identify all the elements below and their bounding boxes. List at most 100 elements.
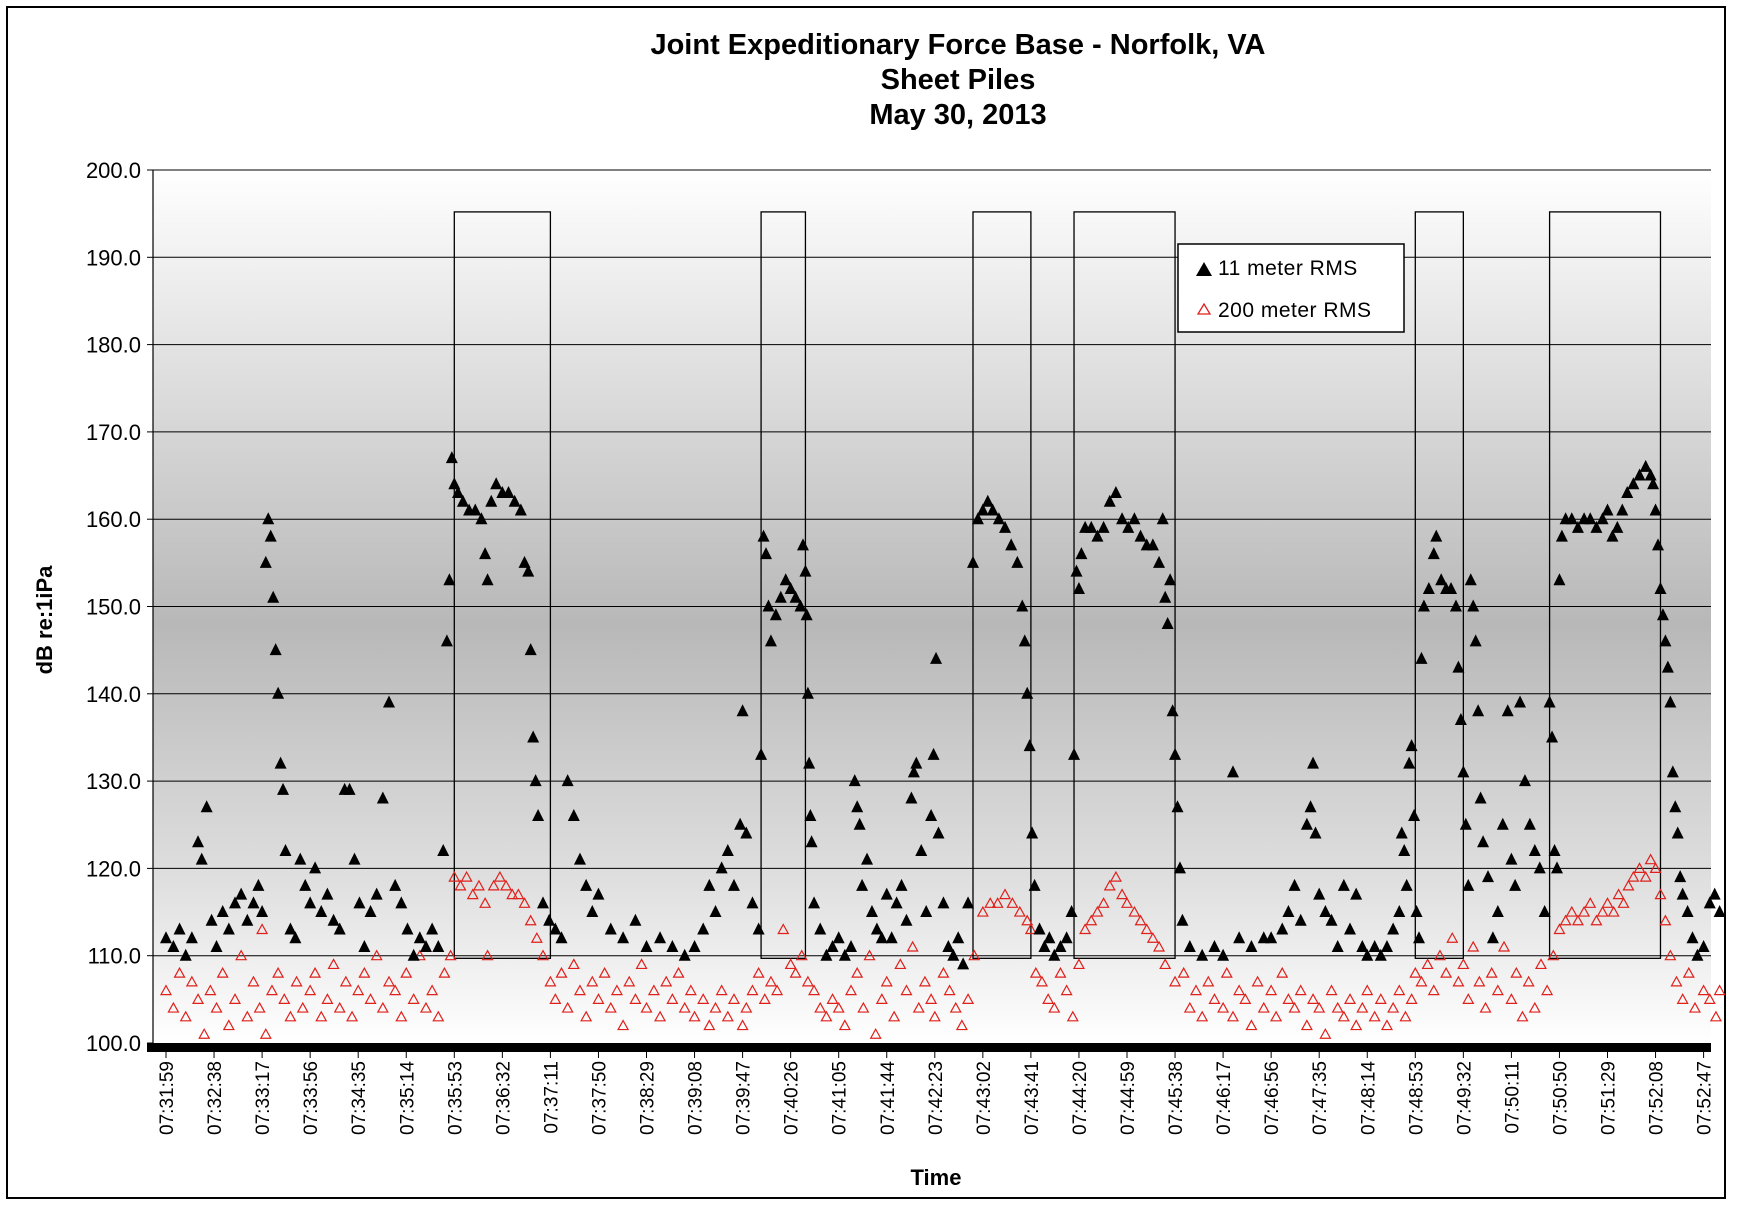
data-point-200m — [536, 949, 550, 961]
data-point-11m — [586, 905, 599, 918]
data-point-11m — [451, 486, 464, 499]
data-point-11m — [529, 774, 542, 787]
y-tick-label: 170.0 — [86, 420, 141, 445]
x-tick-label: 07:35:53 — [445, 1061, 466, 1135]
data-point-200m — [1208, 993, 1221, 1004]
data-point-11m — [269, 643, 282, 656]
data-point-200m — [1146, 932, 1159, 943]
data-point-11m — [1666, 765, 1679, 778]
data-point-200m — [1343, 993, 1357, 1004]
data-point-11m — [845, 939, 858, 952]
data-point-11m — [1122, 520, 1135, 533]
data-point-200m — [654, 1010, 667, 1022]
chart-frame: Joint Expeditionary Force Base - Norfolk… — [6, 6, 1726, 1199]
data-point-11m — [1109, 486, 1122, 499]
data-point-11m — [173, 922, 186, 935]
data-point-200m — [1380, 1019, 1393, 1031]
data-point-200m — [518, 897, 531, 908]
data-point-11m — [1430, 529, 1443, 542]
data-point-11m — [1686, 931, 1699, 944]
data-point-11m — [1454, 712, 1467, 725]
data-point-200m — [610, 984, 623, 996]
data-point-200m — [598, 966, 611, 978]
x-tick-label: 07:41:44 — [878, 1061, 899, 1135]
data-point-11m — [703, 878, 716, 891]
data-point-200m — [309, 966, 322, 978]
data-point-11m — [1546, 730, 1559, 743]
data-point-11m — [1565, 512, 1578, 525]
data-point-200m — [1233, 984, 1246, 996]
data-point-200m — [1356, 1001, 1369, 1013]
x-tick-label: 07:41:05 — [830, 1061, 851, 1135]
data-point-11m — [475, 512, 488, 525]
data-point-200m — [580, 1010, 593, 1022]
data-point-200m — [801, 975, 814, 987]
data-point-200m — [688, 1010, 701, 1022]
data-point-11m — [1245, 939, 1258, 952]
data-point-11m — [299, 878, 312, 891]
data-point-11m — [1075, 547, 1088, 560]
data-point-11m — [1550, 861, 1563, 874]
data-point-11m — [1026, 826, 1039, 839]
data-point-200m — [1479, 1001, 1492, 1013]
data-point-200m — [1452, 975, 1465, 987]
data-point-11m — [1319, 905, 1332, 918]
data-point-200m — [304, 984, 317, 996]
data-point-11m — [259, 555, 272, 568]
data-point-200m — [869, 1028, 882, 1039]
data-point-200m — [1319, 1028, 1332, 1039]
data-point-11m — [1368, 939, 1381, 952]
data-point-200m — [1128, 905, 1141, 917]
data-point-200m — [544, 975, 557, 987]
data-point-200m — [506, 888, 519, 900]
data-point-200m — [296, 1001, 309, 1013]
data-point-11m — [264, 529, 277, 542]
data-point-200m — [1559, 914, 1572, 926]
data-point-11m — [1304, 800, 1317, 813]
data-point-200m — [771, 984, 784, 996]
data-point-200m — [179, 1010, 192, 1022]
data-point-200m — [1294, 984, 1307, 996]
data-point-11m — [930, 651, 943, 664]
data-point-11m — [1176, 913, 1189, 926]
data-point-11m — [195, 852, 208, 865]
data-point-200m — [906, 940, 919, 952]
data-point-11m — [910, 756, 923, 769]
data-point-11m — [774, 590, 787, 603]
data-point-200m — [617, 1019, 630, 1031]
data-point-200m — [1097, 897, 1110, 908]
data-point-11m — [419, 939, 432, 952]
data-point-11m — [803, 756, 816, 769]
data-point-200m — [444, 949, 457, 961]
data-point-200m — [1596, 905, 1609, 917]
data-point-200m — [1159, 958, 1172, 970]
data-point-200m — [1709, 1010, 1722, 1022]
data-point-11m — [1400, 878, 1413, 891]
data-point-200m — [278, 993, 291, 1004]
data-point-11m — [678, 948, 691, 961]
x-tick-label: 07:48:53 — [1406, 1061, 1427, 1135]
data-point-11m — [1356, 939, 1369, 952]
y-tick-label: 130.0 — [86, 769, 141, 794]
data-point-11m — [518, 555, 531, 568]
data-point-11m — [942, 939, 955, 952]
data-point-200m — [1393, 984, 1406, 996]
data-point-200m — [764, 975, 777, 987]
data-point-200m — [159, 984, 173, 996]
data-point-200m — [198, 1028, 211, 1039]
data-point-200m — [814, 1001, 827, 1013]
data-point-200m — [1085, 914, 1098, 926]
data-point-200m — [1251, 975, 1264, 987]
data-point-200m — [925, 993, 938, 1004]
data-point-11m — [1445, 582, 1458, 595]
data-point-200m — [709, 1001, 722, 1013]
data-point-200m — [984, 897, 997, 908]
data-point-11m — [502, 486, 515, 499]
data-point-11m — [1469, 634, 1482, 647]
data-point-200m — [1462, 993, 1475, 1004]
data-point-200m — [419, 1001, 432, 1013]
x-tick-label: 07:46:17 — [1214, 1061, 1235, 1135]
data-point-11m — [890, 896, 903, 909]
data-point-200m — [1578, 905, 1591, 917]
x-tick-label: 07:46:56 — [1262, 1061, 1283, 1135]
